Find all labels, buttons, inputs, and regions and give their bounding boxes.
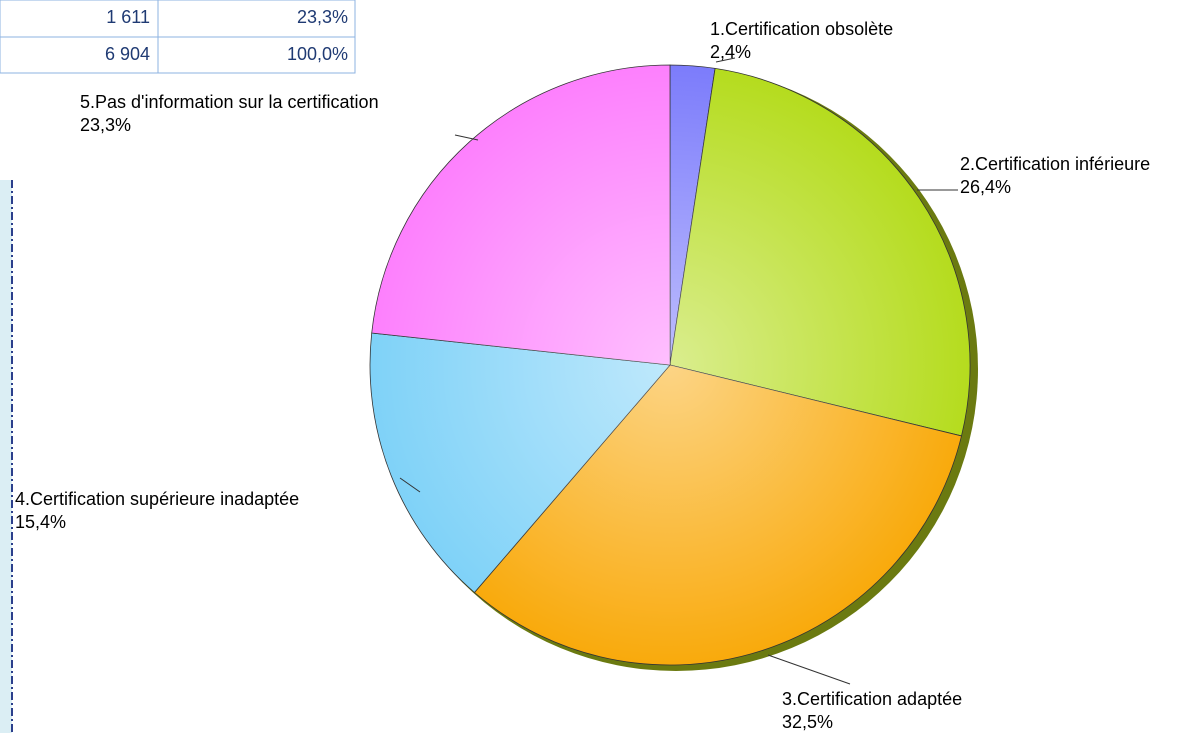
slice-label: 2.Certification inférieure bbox=[960, 154, 1150, 174]
pie-slice bbox=[371, 64, 671, 366]
leader-line bbox=[454, 134, 479, 141]
slice-label: 3.Certification adaptée bbox=[782, 689, 962, 709]
leader-line bbox=[399, 477, 421, 493]
slice-label: 5.Pas d'information sur la certification bbox=[80, 92, 379, 112]
slice-value: 2,4% bbox=[710, 42, 751, 62]
cell: 23,3% bbox=[297, 7, 348, 27]
cell: 1 611 bbox=[106, 7, 150, 27]
leader-line bbox=[767, 654, 851, 685]
cell: 6 904 bbox=[105, 44, 150, 64]
slice-value: 15,4% bbox=[15, 512, 66, 532]
slice-value: 26,4% bbox=[960, 177, 1011, 197]
slice-value: 32,5% bbox=[782, 712, 833, 732]
slice-value: 23,3% bbox=[80, 115, 131, 135]
cell: 100,0% bbox=[287, 44, 348, 64]
slice-label: 1.Certification obsolète bbox=[710, 19, 893, 39]
cell-border bbox=[157, 36, 356, 74]
slice-label: 4.Certification supérieure inadaptée bbox=[15, 489, 299, 509]
side-panel bbox=[0, 180, 12, 733]
table: 1 611 23,3% 6 904 100,0% bbox=[0, 0, 356, 74]
leader-line bbox=[715, 57, 736, 63]
